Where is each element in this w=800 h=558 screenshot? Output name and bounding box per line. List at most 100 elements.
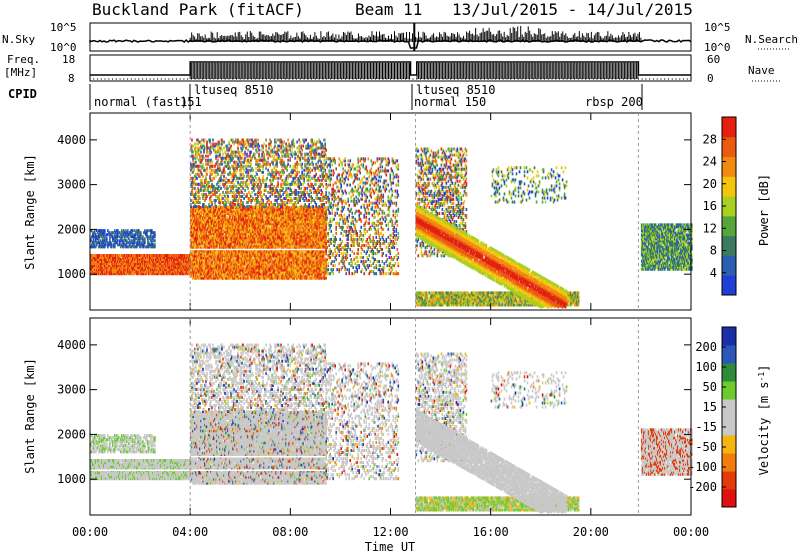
nave-dot xyxy=(675,78,676,79)
nave-dot xyxy=(304,78,305,79)
nave-dot xyxy=(672,78,673,79)
nave-dot xyxy=(593,78,594,79)
nave-dot xyxy=(247,78,248,79)
nave-dot xyxy=(337,78,338,79)
freq-top-tick: 18 xyxy=(62,53,75,66)
nave-dot xyxy=(251,78,252,79)
nave-dot xyxy=(405,78,406,79)
nave-dot xyxy=(638,78,639,79)
nave-dot xyxy=(243,78,244,79)
mode-rbsp-200: rbsp 200 xyxy=(585,95,643,109)
nave-dot xyxy=(642,78,643,79)
nave-dot xyxy=(581,78,582,79)
nave-dot xyxy=(345,78,346,79)
nave-dot xyxy=(225,78,226,79)
nave-dot xyxy=(649,78,650,79)
nave-dot xyxy=(544,78,545,79)
freq-unit: [MHz] xyxy=(4,66,37,79)
nave-dot xyxy=(386,78,387,79)
nave-dot xyxy=(146,78,147,79)
nave-dot xyxy=(364,78,365,79)
nave-dot xyxy=(596,78,597,79)
nave-dot xyxy=(311,78,312,79)
nave-dot xyxy=(570,78,571,79)
nave-dot xyxy=(409,78,410,79)
freq-line xyxy=(90,62,691,75)
nave-dot xyxy=(420,78,421,79)
power-gate xyxy=(140,231,142,234)
nave-dot xyxy=(300,78,301,79)
date-range: 13/Jul/2015 - 14/Jul/2015 xyxy=(452,0,693,19)
nave-dot xyxy=(578,78,579,79)
nave-dot xyxy=(551,78,552,79)
nave-top-tick: 60 xyxy=(707,53,720,66)
power-gate xyxy=(117,239,119,242)
nsearch-top-tick: 10^5 xyxy=(704,21,731,34)
nave-dot xyxy=(615,78,616,79)
nave-dot xyxy=(334,78,335,79)
nave-dot xyxy=(424,78,425,79)
power-gate xyxy=(147,235,149,238)
nave-dot xyxy=(258,78,259,79)
nave-dot xyxy=(277,78,278,79)
nave-dot xyxy=(322,78,323,79)
nave-dot xyxy=(536,78,537,79)
nave-dot xyxy=(510,78,511,79)
nave-dot xyxy=(454,78,455,79)
nave-dot xyxy=(217,78,218,79)
nave-dot xyxy=(608,78,609,79)
nave-dot xyxy=(367,78,368,79)
nave-dot xyxy=(484,78,485,79)
nave-dot xyxy=(533,78,534,79)
nave-dot xyxy=(401,78,402,79)
nave-dot xyxy=(488,78,489,79)
nave-dot xyxy=(600,78,601,79)
nave-dot xyxy=(240,78,241,79)
nave-dot xyxy=(525,78,526,79)
nave-dot xyxy=(458,78,459,79)
nave-dot xyxy=(495,78,496,79)
nave-dot xyxy=(540,78,541,79)
nave-dot xyxy=(206,78,207,79)
nave-dot xyxy=(104,78,105,79)
nsky-label: N.Sky xyxy=(2,33,35,46)
nave-dot xyxy=(634,78,635,79)
nave-dot xyxy=(480,78,481,79)
nave-dot xyxy=(679,78,680,79)
nave-dot xyxy=(431,78,432,79)
nsky-trace xyxy=(90,23,691,51)
nave-dot xyxy=(491,78,492,79)
nave-dot xyxy=(469,78,470,79)
beam-title: Beam 11 xyxy=(355,0,422,19)
nave-dot xyxy=(236,78,237,79)
freq-label: Freq. xyxy=(7,53,40,66)
nave-dot xyxy=(559,78,560,79)
nave-dot xyxy=(604,78,605,79)
nave-dot xyxy=(349,78,350,79)
nave-dot xyxy=(416,78,417,79)
nave-dot xyxy=(232,78,233,79)
nave-dot xyxy=(585,78,586,79)
nave-dot xyxy=(427,78,428,79)
nave-dot xyxy=(356,78,357,79)
nave-dot xyxy=(108,78,109,79)
nave-dot xyxy=(285,78,286,79)
nave-dot xyxy=(461,78,462,79)
nave-dot xyxy=(379,78,380,79)
nave-dot xyxy=(157,78,158,79)
nave-dot xyxy=(165,78,166,79)
power-gate xyxy=(132,229,134,232)
nave-dot xyxy=(97,78,98,79)
nave-dot xyxy=(116,78,117,79)
nave-dot xyxy=(195,78,196,79)
nave-dot xyxy=(657,78,658,79)
nave-dot xyxy=(645,78,646,79)
nave-dot xyxy=(270,78,271,79)
nave-dot xyxy=(687,78,688,79)
nave-dot xyxy=(627,78,628,79)
nave-dot xyxy=(375,78,376,79)
nave-dot xyxy=(439,78,440,79)
mode-151: 151 xyxy=(180,95,202,109)
power-gate xyxy=(104,229,106,232)
